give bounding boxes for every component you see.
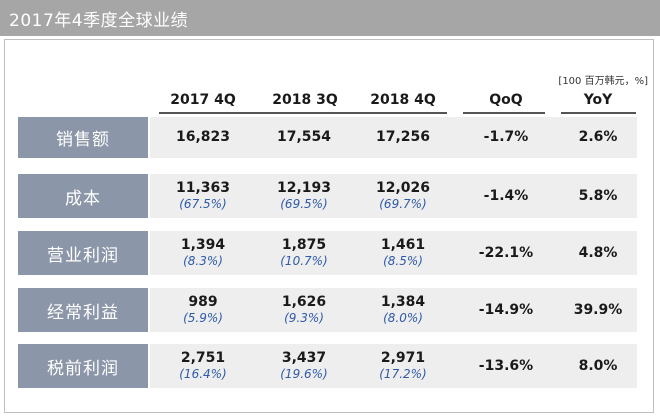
cell-cost-2017-4q: 11,363 (67.5%) [153, 174, 253, 218]
value: 1,384 [380, 294, 426, 310]
cell-op-2018-3q: 1,875 (10.7%) [254, 231, 354, 275]
table-row [150, 117, 637, 158]
ratio: (8.0%) [383, 311, 423, 325]
cell-sales-2018-3q: 17,554 [254, 117, 354, 158]
cell-pretax-2018-3q: 3,437 (19.6%) [254, 344, 354, 388]
table-row [150, 174, 637, 218]
value: 39.9% [573, 301, 623, 318]
header-underline-yoy [561, 112, 636, 114]
ratio: (17.2%) [379, 367, 427, 381]
cell-pretax-2017-4q: 2,751 (16.4%) [153, 344, 253, 388]
value: 2,971 [380, 350, 426, 366]
cell-ord-2017-4q: 989 (5.9%) [153, 288, 253, 332]
column-header-qoq: QoQ [489, 92, 523, 108]
row-label-sales: 销售额 [18, 117, 148, 158]
value: 8.0% [578, 357, 618, 374]
column-header-2018-3q: 2018 3Q [272, 92, 338, 108]
cell-op-qoq: -22.1% [456, 231, 556, 275]
table-row [150, 344, 637, 388]
value: 1,875 [281, 237, 327, 253]
ratio: (69.5%) [280, 197, 328, 211]
value: -22.1% [478, 244, 534, 261]
cell-pretax-qoq: -13.6% [456, 344, 556, 388]
row-label-cost: 成本 [18, 174, 148, 218]
ratio: (5.9%) [183, 311, 223, 325]
value: -1.4% [483, 187, 529, 204]
value: 1,394 [180, 237, 226, 253]
value: 989 [188, 294, 218, 310]
row-label-pretax-profit: 税前利润 [18, 344, 148, 388]
value: 12,193 [276, 180, 332, 196]
ratio: (10.7%) [280, 254, 328, 268]
cell-pretax-yoy: 8.0% [548, 344, 648, 388]
header-underline [159, 112, 447, 114]
value: 17,256 [375, 129, 431, 145]
cell-op-yoy: 4.8% [548, 231, 648, 275]
ratio: (19.6%) [280, 367, 328, 381]
value: 11,363 [175, 180, 231, 196]
cell-pretax-2018-4q: 2,971 (17.2%) [353, 344, 453, 388]
column-header-2018-4q: 2018 4Q [370, 92, 436, 108]
table-row [150, 231, 637, 275]
cell-sales-yoy: 2.6% [548, 117, 648, 158]
value: 12,026 [375, 180, 431, 196]
value: 4.8% [578, 244, 618, 261]
value: 3,437 [281, 350, 327, 366]
value: 16,823 [175, 129, 231, 145]
cell-ord-2018-3q: 1,626 (9.3%) [254, 288, 354, 332]
ratio: (8.5%) [383, 254, 423, 268]
value: 17,554 [276, 129, 332, 145]
value: 2.6% [578, 129, 618, 145]
cell-sales-2018-4q: 17,256 [353, 117, 453, 158]
cell-cost-yoy: 5.8% [548, 174, 648, 218]
value: 5.8% [578, 187, 618, 204]
value: -13.6% [478, 357, 534, 374]
ratio: (9.3%) [284, 311, 324, 325]
cell-op-2018-4q: 1,461 (8.5%) [353, 231, 453, 275]
cell-sales-qoq: -1.7% [456, 117, 556, 158]
cell-ord-qoq: -14.9% [456, 288, 556, 332]
row-label-operating-profit: 营业利润 [18, 231, 148, 275]
value: 1,626 [281, 294, 327, 310]
cell-sales-2017-4q: 16,823 [153, 117, 253, 158]
title-bar: 2017年4季度全球业绩 [0, 0, 660, 36]
cell-op-2017-4q: 1,394 (8.3%) [153, 231, 253, 275]
cell-cost-2018-3q: 12,193 (69.5%) [254, 174, 354, 218]
cell-cost-2018-4q: 12,026 (69.7%) [353, 174, 453, 218]
cell-ord-yoy: 39.9% [548, 288, 648, 332]
row-label-ordinary-income: 经常利益 [18, 288, 148, 332]
value: 1,461 [380, 237, 426, 253]
column-header-2017-4q: 2017 4Q [170, 92, 236, 108]
unit-note: [100 百万韩元，%] [558, 76, 648, 87]
page-title: 2017年4季度全球业绩 [9, 11, 189, 31]
cell-ord-2018-4q: 1,384 (8.0%) [353, 288, 453, 332]
ratio: (67.5%) [179, 197, 227, 211]
cell-cost-qoq: -1.4% [456, 174, 556, 218]
ratio: (69.7%) [379, 197, 427, 211]
ratio: (16.4%) [179, 367, 227, 381]
table-row [150, 288, 637, 332]
column-header-yoy: YoY [583, 92, 613, 108]
value: -14.9% [478, 301, 534, 318]
value: 2,751 [180, 350, 226, 366]
ratio: (8.3%) [183, 254, 223, 268]
header-underline-qoq [463, 112, 545, 114]
value: -1.7% [483, 129, 529, 145]
